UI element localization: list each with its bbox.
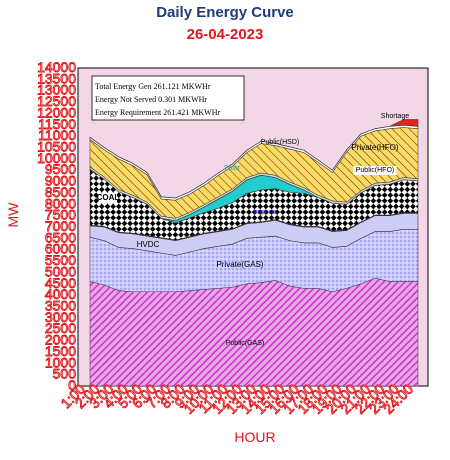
series-label: Imports [253, 209, 277, 216]
y-tick-label: 3000 [45, 309, 76, 325]
series-label: Private(GAS) [216, 260, 263, 269]
y-tick-label: 7000 [45, 218, 76, 234]
annotation-box [91, 75, 245, 121]
y-tick-label: 8500 [45, 184, 76, 200]
y-tick-label: 500 [53, 366, 77, 382]
y-tick-label: 7500 [45, 207, 76, 223]
y-tick-label: 11000 [38, 127, 76, 143]
y-tick-label: 1000 [45, 354, 76, 370]
series-label: Public(HFO) [356, 167, 395, 174]
y-tick-label: 4500 [45, 275, 76, 291]
y-tick-label: 11500 [38, 116, 76, 132]
y-tick-label: 4000 [45, 286, 76, 302]
y-tick-label: 1500 [45, 343, 76, 359]
series-label: Public(GAS) [226, 340, 265, 347]
y-tick-label: 8000 [45, 195, 76, 211]
y-tick-label: 12000 [37, 104, 76, 120]
series-label: HVDC [137, 240, 160, 249]
y-tick-label: 14000 [37, 59, 76, 75]
y-tick-label: 12500 [37, 93, 76, 109]
series-label-background [353, 166, 397, 175]
y-axis-ticks: 0500100015002000250030003500400045005000… [37, 59, 77, 394]
series-label: Shortage [381, 113, 410, 120]
y-tick-label: 3500 [45, 298, 76, 314]
y-tick-label: 10500 [37, 139, 76, 155]
y-tick-label: 13000 [37, 82, 76, 98]
x-axis-label: HOUR [234, 429, 275, 445]
y-tick-label: 0 [68, 377, 76, 393]
y-tick-label: 2000 [45, 332, 76, 348]
series-label: Solar [224, 165, 241, 172]
chart-date: 26-04-2023 [186, 26, 264, 43]
series-label: Private(HFO) [351, 143, 398, 152]
y-tick-label: 5000 [45, 263, 76, 279]
chart-title: Daily Energy Curve [156, 4, 294, 21]
y-tick-label: 5500 [45, 252, 76, 268]
area-series-public-gas- [89, 277, 419, 387]
y-tick-label: 13500 [37, 70, 76, 86]
annotation-not-served: Energy Not Served 0.301 MKWHr [95, 95, 207, 104]
annotation-requirement: Energy Requirement 261.421 MKWHr [95, 108, 220, 117]
series-label: Public(HSD) [261, 139, 300, 146]
series-label-background [99, 193, 117, 203]
y-tick-label: 9500 [45, 161, 76, 177]
y-tick-label: 9000 [45, 173, 76, 189]
y-tick-label: 10000 [37, 150, 76, 166]
area-series-group [89, 119, 419, 387]
area-series-shortage [89, 119, 419, 199]
series-labels: Public(GAS) Private(GAS) HVDC Imports COAL So… [97, 113, 410, 347]
annotation-total-gen: Total Energy Gen 261.121 MKWHr [95, 82, 211, 91]
y-tick-label: 6500 [45, 229, 76, 245]
y-axis-label: MW [5, 202, 21, 228]
series-label: COAL [97, 193, 120, 202]
y-tick-label: 6000 [45, 241, 76, 257]
y-tick-label: 2500 [45, 320, 76, 336]
